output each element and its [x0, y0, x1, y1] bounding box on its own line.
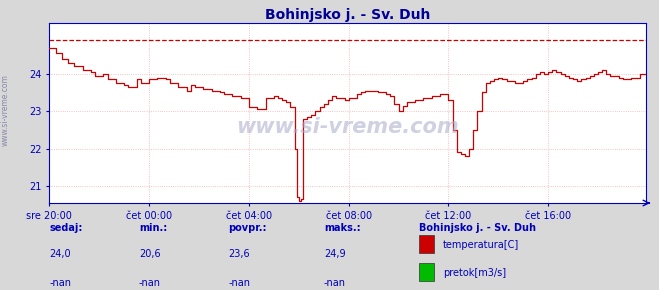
Bar	[419, 235, 434, 253]
Text: -nan: -nan	[229, 278, 250, 288]
Text: min.:: min.:	[139, 223, 167, 233]
Text: Bohinjsko j. - Sv. Duh: Bohinjsko j. - Sv. Duh	[419, 223, 536, 233]
Text: -nan: -nan	[139, 278, 161, 288]
Text: 24,0: 24,0	[49, 249, 71, 259]
Text: 24,9: 24,9	[324, 249, 345, 259]
Bar	[419, 263, 434, 281]
Text: 23,6: 23,6	[229, 249, 250, 259]
Title: Bohinjsko j. - Sv. Duh: Bohinjsko j. - Sv. Duh	[265, 8, 430, 22]
Text: www.si-vreme.com: www.si-vreme.com	[1, 74, 10, 146]
Text: temperatura[C]: temperatura[C]	[443, 240, 519, 249]
Text: 20,6: 20,6	[139, 249, 161, 259]
Text: pretok[m3/s]: pretok[m3/s]	[443, 268, 506, 278]
Text: www.si-vreme.com: www.si-vreme.com	[237, 117, 459, 137]
Text: maks.:: maks.:	[324, 223, 360, 233]
Text: -nan: -nan	[49, 278, 71, 288]
Text: sedaj:: sedaj:	[49, 223, 83, 233]
Text: -nan: -nan	[324, 278, 346, 288]
Text: povpr.:: povpr.:	[229, 223, 267, 233]
